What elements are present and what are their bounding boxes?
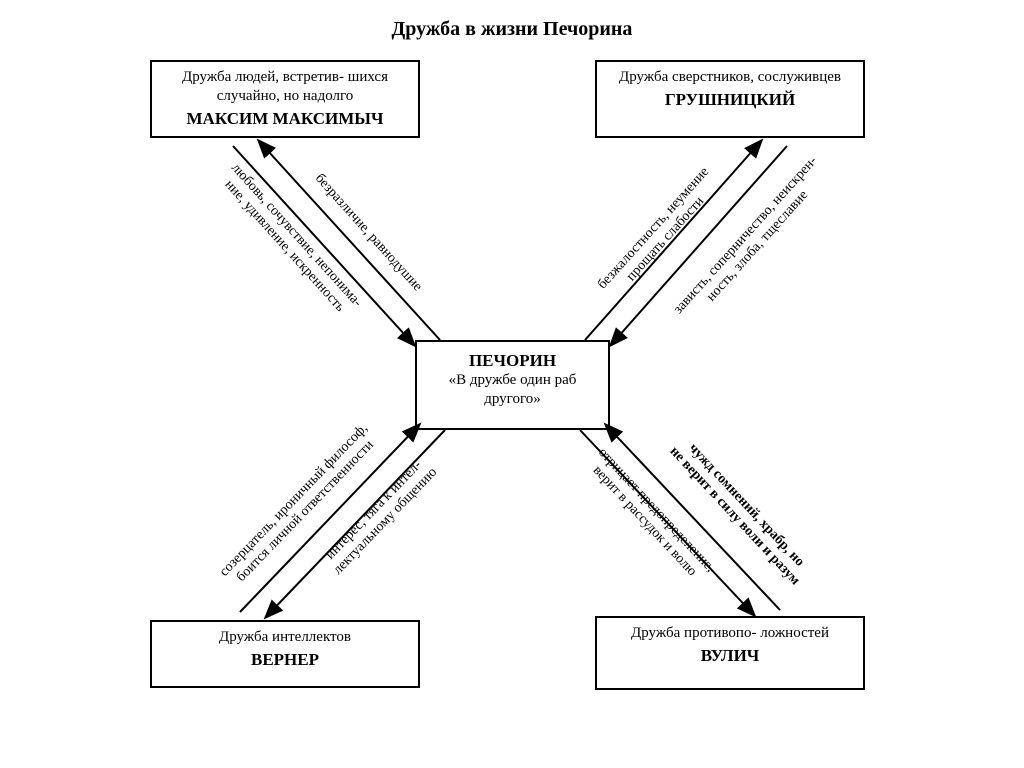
- node-maksim: Дружба людей, встретив- шихся случайно, …: [150, 60, 420, 138]
- node-quote: «В дружбе один раб другого»: [425, 371, 600, 409]
- edge-label-tr-out: безжалостность, неумение прощать слабост…: [568, 134, 753, 334]
- node-verner: Дружба интеллектов ВЕРНЕР: [150, 620, 420, 688]
- node-grushnitsky: Дружба сверстников, сослуживцев ГРУШНИЦК…: [595, 60, 865, 138]
- node-name: ПЕЧОРИН: [425, 350, 600, 371]
- node-name: ГРУШНИЦКИЙ: [605, 89, 855, 110]
- node-center: ПЕЧОРИН «В дружбе один раб другого»: [415, 340, 610, 430]
- node-vulich: Дружба противопо- ложностей ВУЛИЧ: [595, 616, 865, 690]
- node-desc: Дружба сверстников, сослуживцев: [605, 68, 855, 87]
- node-desc: Дружба людей, встретив- шихся случайно, …: [160, 68, 410, 106]
- node-name: МАКСИМ МАКСИМЫЧ: [160, 108, 410, 129]
- edge-label-tl-out: безразличие, равнодушие: [285, 142, 451, 324]
- node-name: ВУЛИЧ: [605, 645, 855, 666]
- node-desc: Дружба интеллектов: [160, 628, 410, 647]
- node-name: ВЕРНЕР: [160, 649, 410, 670]
- node-desc: Дружба противопо- ложностей: [605, 624, 855, 643]
- edge-label-tr-in: зависть, соперничество, неискрен- ность,…: [646, 126, 857, 356]
- edge-label-bl-out: интерес, тяга к интел- лектуальному обще…: [292, 426, 468, 607]
- diagram-title: Дружба в жизни Печорина: [0, 18, 1024, 41]
- diagram-canvas: Дружба в жизни Печорина ПЕЧОРИН «В дружб…: [0, 0, 1024, 768]
- edge-label-br-out: отрицает предопределение, верит в рассуд…: [553, 414, 747, 619]
- edge-label-tl-in: любовь, сочувствие, непонима- ние, удивл…: [191, 134, 389, 349]
